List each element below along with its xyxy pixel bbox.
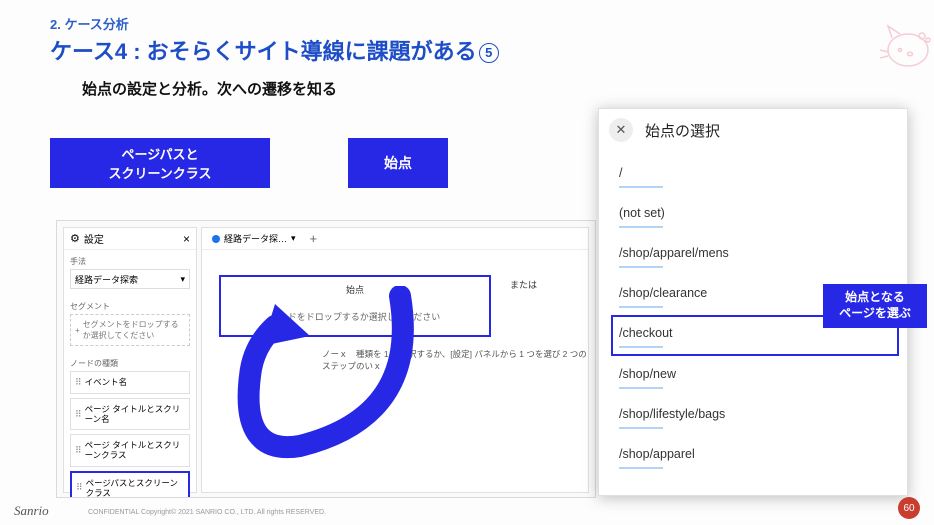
brand-logo: Sanrio [14, 503, 49, 519]
close-icon[interactable]: × [183, 232, 190, 246]
main-panel: 経路データ探… ▾ + 始点 ノードをドロップするか選択してください または ノ… [201, 227, 589, 493]
modal-header: ✕ 始点の選択 [599, 109, 907, 151]
box-start-point: 始点 [348, 138, 448, 188]
tab-path-exploration[interactable]: 経路データ探… ▾ [206, 228, 302, 249]
slide: 2. ケース分析 ケース4 : おそらくサイト導線に課題がある5 始点の設定と分… [0, 0, 934, 525]
close-icon: ✕ [616, 122, 627, 138]
description-text: ノーｘ 種類を 1 つ選択するか、[設定] パネルから 1 つを選び 2 つのス… [322, 348, 588, 372]
drag-icon: ⠿ [75, 445, 82, 456]
nodetype-item[interactable]: ⠿ページ タイトルとスクリーンクラス [70, 434, 190, 466]
add-tab-button[interactable]: + [302, 231, 326, 246]
nodetype-item[interactable]: ⠿ページ タイトルとスクリーン名 [70, 398, 190, 430]
or-label: または [510, 278, 537, 291]
chevron-down-icon: ▾ [291, 233, 296, 244]
slide-title: ケース4 : おそらくサイト導線に課題がある5 [50, 34, 499, 66]
gear-icon: ⚙ [70, 232, 80, 245]
nodetype-item-highlighted[interactable]: ⠿ページパスとスクリーンクラス [70, 471, 190, 498]
drag-icon: ⠿ [76, 482, 83, 493]
subtitle: 始点の設定と分析。次への遷移を知る [82, 78, 337, 99]
nodetype-item[interactable]: ⠿イベント名 [70, 371, 190, 394]
chevron-down-icon: ▾ [180, 274, 185, 285]
method-label: 手法 [64, 250, 196, 269]
annotation-box: 始点となる ページを選ぶ [823, 284, 927, 328]
modal-item[interactable]: /shop/apparel [619, 436, 891, 476]
highlight-border [219, 275, 491, 337]
modal-item[interactable]: /shop/apparel/mens [619, 235, 891, 275]
nodetype-list: ⠿イベント名 ⠿ページ タイトルとスクリーン名 ⠿ページ タイトルとスクリーンク… [64, 371, 196, 498]
settings-panel: ⚙ 設定 × 手法 経路データ探索▾ セグメント + セグメントをドロップするか… [63, 227, 197, 493]
modal-close-button[interactable]: ✕ [609, 118, 633, 142]
page-number: 60 [898, 497, 920, 519]
title-text: ケース4 : おそらくサイト導線に課題がある [50, 39, 477, 64]
plus-icon: + [75, 326, 80, 335]
method-select[interactable]: 経路データ探索▾ [70, 269, 190, 289]
ga-screenshot: ⚙ 設定 × 手法 経路データ探索▾ セグメント + セグメントをドロップするか… [56, 220, 596, 498]
drag-icon: ⠿ [75, 409, 82, 420]
settings-title: 設定 [84, 231, 104, 246]
nodetype-label: ノードの種類 [64, 352, 196, 371]
drag-icon: ⠿ [75, 377, 82, 388]
box-page-path: ページパスと スクリーンクラス [50, 138, 270, 188]
start-point-dropzone[interactable]: 始点 ノードをドロップするか選択してください [220, 276, 490, 336]
segment-dropzone[interactable]: + セグメントをドロップするか選択してください [70, 314, 190, 346]
segment-label: セグメント [64, 295, 196, 314]
tab-bar: 経路データ探… ▾ + [202, 228, 588, 250]
modal-item[interactable]: /shop/lifestyle/bags [619, 396, 891, 436]
title-number: 5 [479, 43, 499, 63]
modal-item[interactable]: /shop/new [619, 356, 891, 396]
modal-item[interactable]: (not set) [619, 195, 891, 235]
settings-header: ⚙ 設定 × [64, 228, 196, 250]
tab-indicator-icon [212, 235, 220, 243]
modal-item[interactable]: / [619, 155, 891, 195]
kitty-icon [878, 22, 932, 70]
modal-title: 始点の選択 [645, 120, 720, 141]
copyright: CONFIDENTIAL Copyright© 2021 SANRIO CO.,… [88, 509, 326, 516]
breadcrumb: 2. ケース分析 [50, 14, 129, 33]
